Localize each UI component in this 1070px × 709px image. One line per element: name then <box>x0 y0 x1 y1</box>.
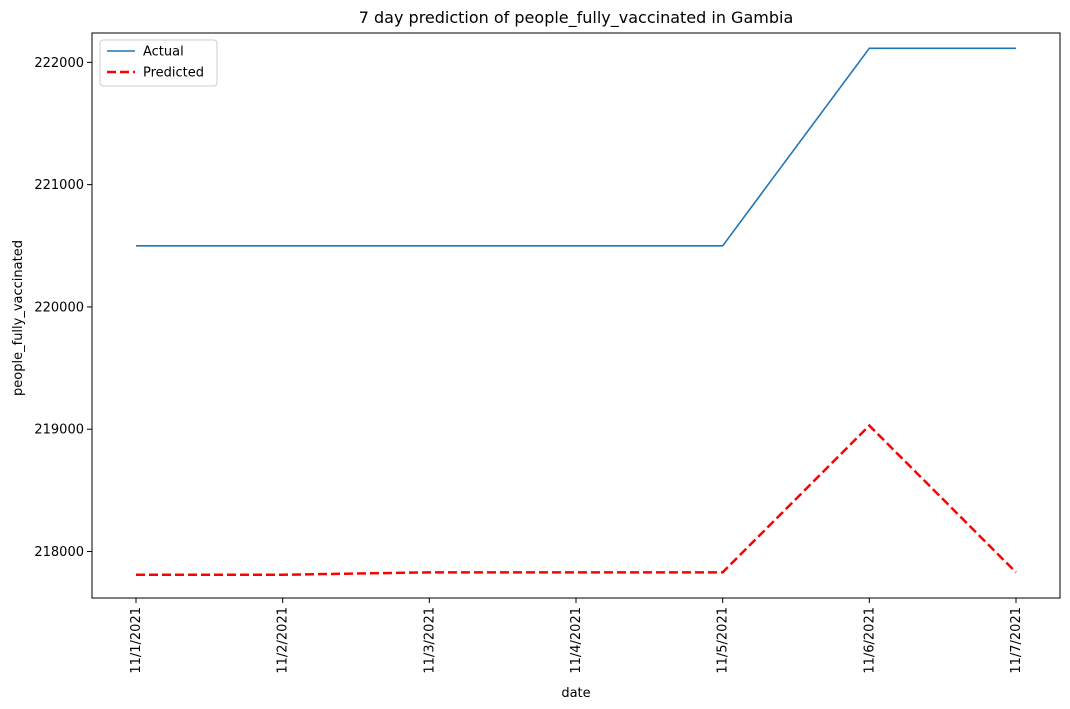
series-line-predicted <box>136 423 1017 577</box>
legend-label-actual: Actual <box>143 45 184 60</box>
legend: Actual Predicted <box>99 39 218 87</box>
y-axis-title: people_fully_vaccinated <box>11 240 26 396</box>
x-tick-label: 11/5/2021 <box>716 607 731 674</box>
chart-title: 7 day prediction of people_fully_vaccina… <box>359 8 794 28</box>
x-axis-title: date <box>561 686 590 701</box>
x-tick-label: 11/1/2021 <box>129 607 144 674</box>
y-tick-label: 219000 <box>34 423 84 438</box>
y-tick-label: 222000 <box>34 56 84 71</box>
series-line-actual <box>136 47 1016 247</box>
x-tick-label: 11/7/2021 <box>1009 607 1024 674</box>
x-tick-label: 11/3/2021 <box>422 607 437 674</box>
legend-label-predicted: Predicted <box>143 66 204 81</box>
y-tick-label: 221000 <box>34 178 84 193</box>
x-tick-label: 11/4/2021 <box>569 607 584 674</box>
y-tick-label: 220000 <box>34 300 84 315</box>
plot-area <box>91 32 1061 599</box>
x-tick-label: 11/2/2021 <box>276 607 291 674</box>
x-tick-label: 11/6/2021 <box>862 607 877 674</box>
y-tick-label: 218000 <box>34 545 84 560</box>
